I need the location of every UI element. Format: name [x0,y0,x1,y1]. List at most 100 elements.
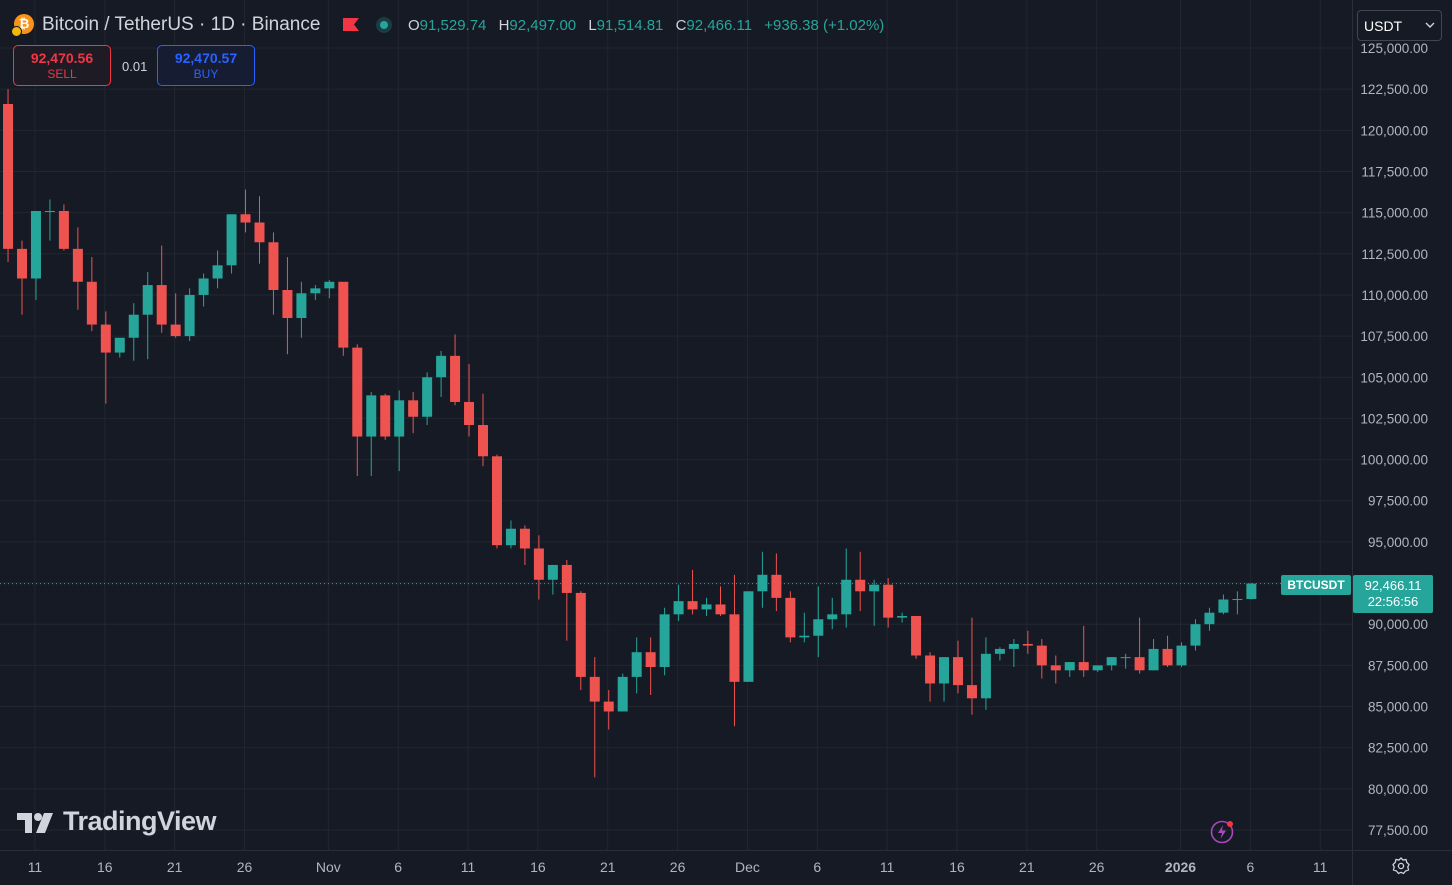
candle [1120,653,1131,669]
candle-body [869,584,880,592]
candle [659,607,670,676]
candle-body [911,615,922,656]
candle [1232,591,1243,615]
candle [603,690,614,730]
gear-icon[interactable] [1391,856,1411,876]
candle-body [30,210,41,279]
price-tick-label: 100,000.00 [1360,453,1428,468]
ohlc-legend: O91,529.74 H92,497.00 L91,514.81 C92,466… [408,17,884,34]
candle [743,591,754,682]
candle [925,652,936,702]
candle-body [701,604,712,610]
candle-body [771,574,782,598]
candle-body [86,281,97,325]
time-tick-label: 16 [949,859,965,875]
sell-price: 92,470.56 [30,50,94,66]
candle-body [1064,662,1075,671]
lightning-icon[interactable] [1210,820,1234,844]
candle-body [855,579,866,592]
tradingview-wordmark: TradingView [63,806,217,836]
time-tick-label: 26 [1089,859,1105,875]
candle [254,196,265,264]
price-tick-label: 115,000.00 [1361,206,1428,221]
price-tick-label: 117,500.00 [1361,164,1428,179]
candle-body [1148,648,1159,671]
candle [1106,657,1117,671]
price-tick-label: 102,500.00 [1360,411,1428,426]
candle-body [338,281,349,348]
currency-selector[interactable]: USDT [1357,10,1442,41]
candle-body [142,285,153,315]
time-axis[interactable]: 11 16 21 26 Nov 6 11 16 21 26 Dec 6 11 16 21 26 2026 6 11 [28,859,1328,875]
candle [170,293,181,338]
candle [911,615,922,659]
candle [58,204,69,251]
candle [547,564,558,595]
buy-button[interactable]: 92,470.57 BUY [157,45,255,86]
candle [952,640,963,694]
price-tick-label: 125,000.00 [1360,41,1428,56]
buy-label: BUY [193,67,219,81]
price-axis[interactable]: 77,500.00 80,000.00 82,500.00 85,000.00 87,5… [1360,41,1428,838]
candle [1148,639,1159,671]
candle-body [1218,599,1229,613]
time-tick-label: 21 [167,859,183,875]
candle [897,612,908,623]
candle-body [673,601,684,615]
sell-button[interactable]: 92,470.56 SELL [13,45,111,86]
candle [785,591,796,643]
candle [841,548,852,628]
time-tick-label: 26 [237,859,253,875]
symbol-title[interactable]: Bitcoin / TetherUS · 1D · Binance [42,14,321,35]
candle-body [72,248,83,282]
candle [1050,655,1061,684]
candle [450,334,461,406]
candle-body [436,355,447,378]
candle [589,657,600,778]
candle-body [1092,665,1103,671]
candle [86,257,97,332]
flag-icon[interactable] [343,18,359,31]
candle [338,281,349,356]
candle [394,390,405,472]
candle-body [478,425,489,457]
sell-label: SELL [47,67,77,81]
candle [869,579,880,626]
candle [561,560,572,641]
candle-body [1106,657,1117,666]
candle-body [729,614,740,682]
candle-body [505,528,516,546]
candle-body [3,103,14,249]
candle-body [17,248,27,279]
low-value: 91,514.81 [596,17,664,34]
candle-body [464,401,475,426]
candle [1176,642,1187,668]
time-tick-label: 6 [813,859,821,875]
candle-body [156,285,167,325]
candle-body [114,337,125,353]
candle [617,673,628,712]
time-tick-label: 16 [530,859,546,875]
price-tick-label: 120,000.00 [1360,123,1428,138]
candle-body [561,564,572,593]
live-status-icon [376,17,392,33]
candle-body [170,324,181,337]
candle [1022,630,1033,654]
time-tick-label: 2026 [1165,859,1196,875]
candle [282,257,293,355]
candle [296,281,307,338]
candle [198,273,209,307]
candle-body [925,655,936,684]
candle [813,586,824,658]
candle-body [589,676,600,702]
low-label: L [588,17,597,34]
candle-body [408,400,419,417]
candle [30,210,41,300]
candle [491,454,502,549]
candle [1134,617,1145,674]
candle [128,303,139,361]
candle-body [645,652,656,668]
candle-body [212,265,223,279]
candle-body [603,701,614,712]
